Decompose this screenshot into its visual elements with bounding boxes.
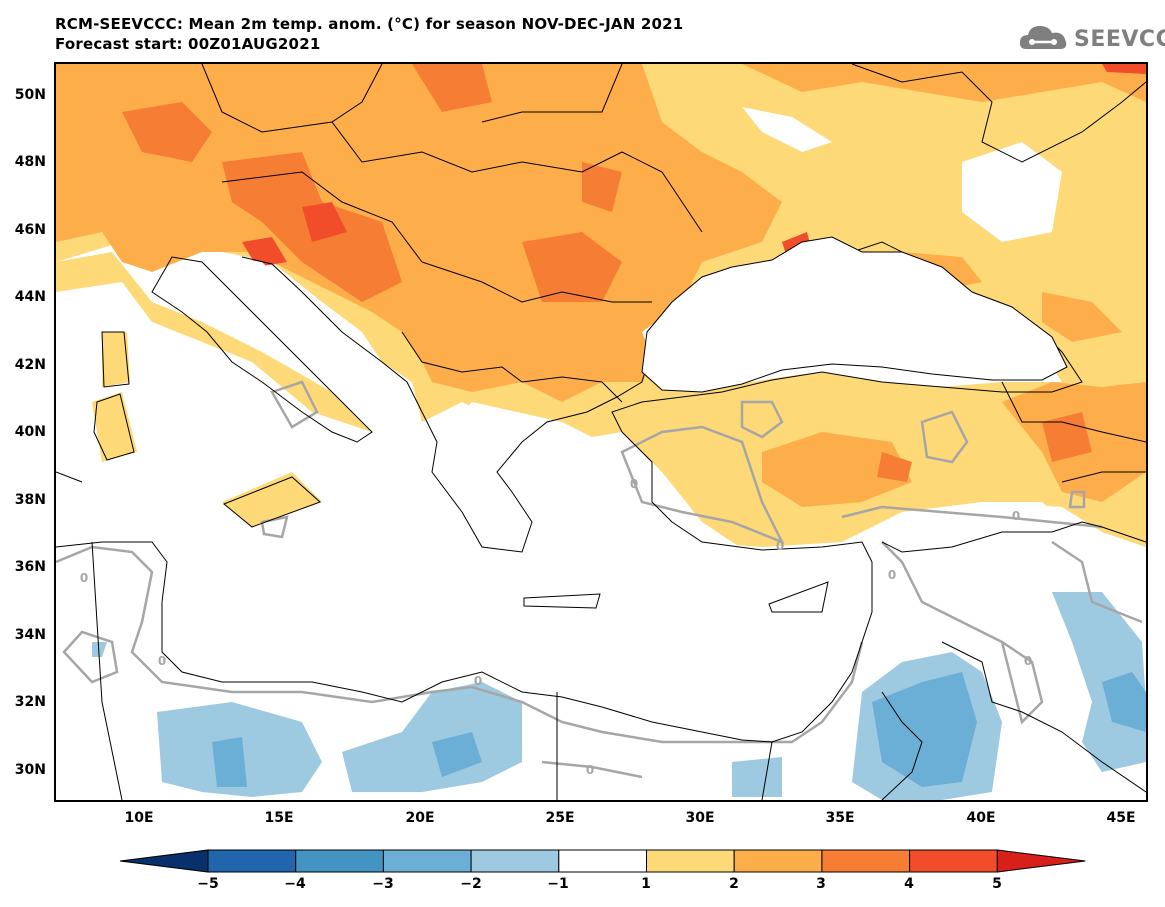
cloud-icon — [1018, 22, 1070, 56]
colorbar-bin — [470, 849, 560, 873]
contour-label: 0 — [888, 568, 896, 582]
colorbar-bin — [909, 849, 998, 873]
logo-text: SEEVCCC — [1074, 26, 1165, 52]
contour-label: 0 — [1024, 654, 1032, 668]
colorbar — [118, 846, 1088, 880]
contour-label: 0 — [586, 763, 594, 777]
title-line-2: Forecast start: 00Z01AUG2021 — [55, 35, 321, 53]
colorbar-bin — [558, 849, 647, 873]
black-sea-coast — [641, 236, 1068, 393]
colorbar-label: 1 — [641, 876, 651, 892]
lat-label: 44N — [14, 289, 46, 305]
contour-label: 0 — [474, 674, 482, 688]
lon-label: 45E — [1106, 810, 1136, 826]
colorbar-bin — [646, 849, 735, 873]
colorbar-bin — [382, 849, 472, 873]
colorbar-label: −2 — [460, 876, 482, 892]
title-line-1: RCM-SEEVCCC: Mean 2m temp. anom. (°C) fo… — [55, 15, 684, 33]
contour-label: 0 — [1012, 509, 1020, 523]
lon-label: 25E — [545, 810, 575, 826]
colorbar-label: −3 — [372, 876, 394, 892]
lon-label: 20E — [405, 810, 435, 826]
contour-label: 0 — [776, 539, 784, 553]
lat-label: 48N — [14, 154, 46, 170]
contour-label: 0 — [630, 477, 638, 491]
colorbar-label: 5 — [992, 876, 1002, 892]
colorbar-end-high — [996, 849, 1086, 873]
colorbar-bin — [295, 849, 384, 873]
lat-label: 40N — [14, 424, 46, 440]
colorbar-bin — [821, 849, 911, 873]
lat-label: 36N — [14, 559, 46, 575]
lat-label: 46N — [14, 222, 46, 238]
lon-label: 35E — [825, 810, 855, 826]
colorbar-bin — [733, 849, 823, 873]
lat-label: 42N — [14, 357, 46, 373]
colorbar-label: 4 — [904, 876, 914, 892]
colorbar-label: 2 — [729, 876, 739, 892]
lon-label: 15E — [264, 810, 294, 826]
colorbar-label: −5 — [197, 876, 219, 892]
contour-label: 0 — [158, 654, 166, 668]
colorbar-end-low — [119, 849, 209, 873]
anomaly-map: 0 0 0 0 0 0 0 0 0 — [54, 62, 1148, 802]
lat-label: 34N — [14, 627, 46, 643]
colorbar-svg — [119, 849, 1086, 873]
anomaly-minus-2-3-field — [212, 672, 1146, 787]
lat-label: 50N — [14, 87, 46, 103]
colorbar-label: 3 — [816, 876, 826, 892]
colorbar-label: −1 — [547, 876, 569, 892]
lon-label: 10E — [124, 810, 154, 826]
lat-label: 32N — [14, 694, 46, 710]
country-borders — [56, 64, 1146, 800]
colorbar-bin — [207, 849, 297, 873]
contour-labels: 0 0 0 0 0 0 0 0 0 — [80, 477, 1032, 777]
lon-label: 40E — [966, 810, 996, 826]
contour-label: 0 — [80, 571, 88, 585]
map-title: RCM-SEEVCCC: Mean 2m temp. anom. (°C) fo… — [55, 14, 683, 54]
colorbar-label: −4 — [284, 876, 306, 892]
lon-label: 30E — [685, 810, 715, 826]
seevccc-logo: SEEVCCC — [1018, 22, 1165, 56]
lat-label: 30N — [14, 762, 46, 778]
lat-label: 38N — [14, 492, 46, 508]
map-canvas: 0 0 0 0 0 0 0 0 0 — [56, 64, 1146, 800]
